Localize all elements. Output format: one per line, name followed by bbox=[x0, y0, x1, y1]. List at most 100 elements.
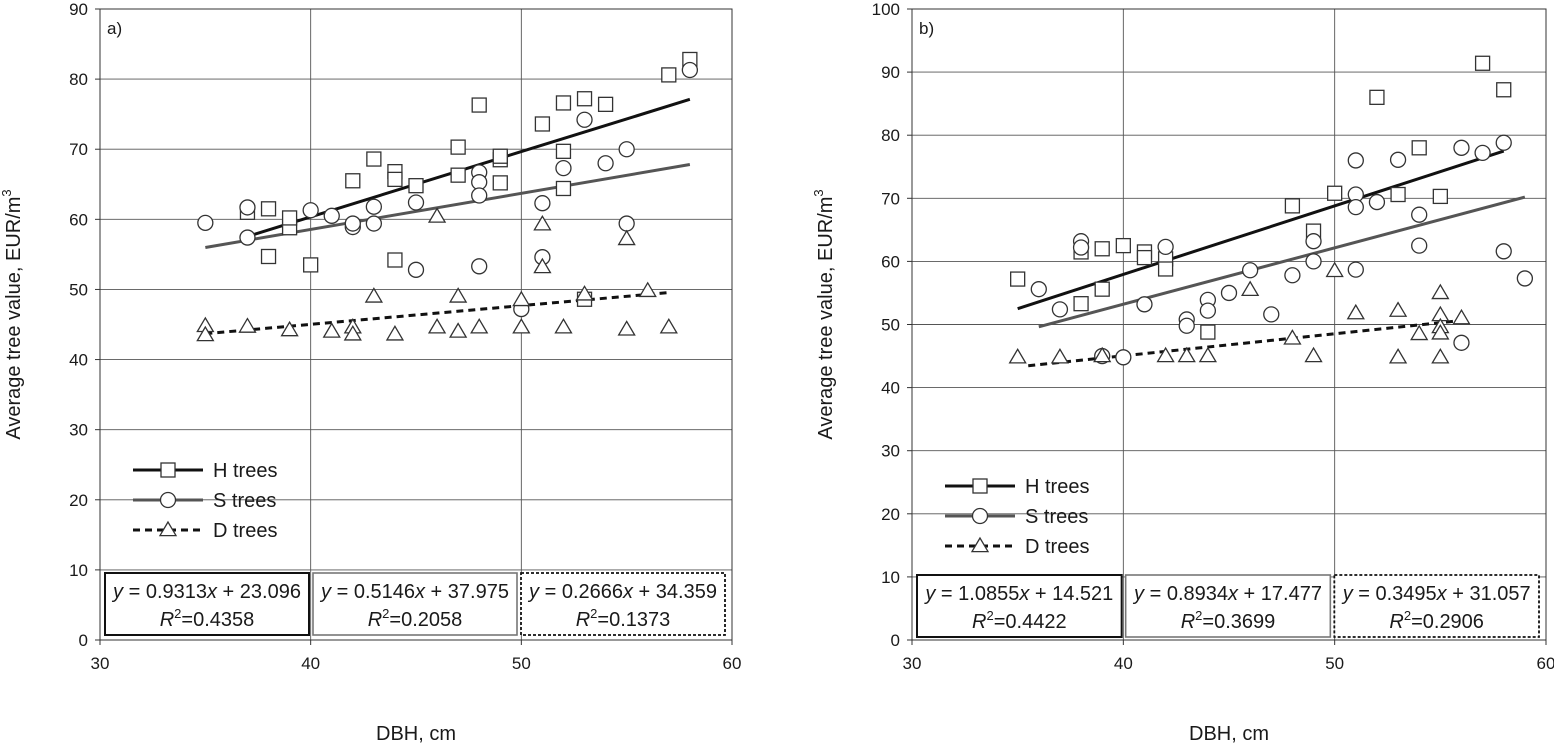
r2-value: =0.2906 bbox=[1411, 611, 1484, 633]
equation-box bbox=[1124, 574, 1332, 638]
data-point-d bbox=[1452, 308, 1471, 325]
equation-text: y = 1.0855x + 14.521 bbox=[923, 583, 1113, 605]
trend-line-h bbox=[1017, 149, 1505, 311]
data-point-s bbox=[1453, 334, 1470, 351]
eq-x: x bbox=[1436, 583, 1448, 605]
equation-text: y = 0.5146x + 37.975 bbox=[319, 581, 509, 603]
y-tick-label: 0 bbox=[891, 631, 900, 650]
r2-sup: 2 bbox=[1404, 608, 1411, 623]
eq-slope: = 0.8934 bbox=[1144, 583, 1228, 605]
eq-y: y bbox=[1341, 583, 1354, 605]
data-point-d bbox=[1177, 346, 1196, 363]
data-point-d bbox=[1346, 303, 1365, 320]
data-point-h bbox=[576, 91, 593, 107]
x-tick-label: 50 bbox=[1325, 654, 1344, 673]
x-tick-label: 40 bbox=[301, 654, 320, 673]
y-axis-title: Average tree value, EUR/m3 bbox=[0, 189, 25, 439]
data-point-s bbox=[1305, 253, 1322, 270]
x-tick-label: 50 bbox=[512, 654, 531, 673]
legend-marker bbox=[972, 478, 988, 494]
eq-x: x bbox=[414, 581, 426, 603]
data-point-s bbox=[1305, 233, 1322, 250]
r2-value: =0.3699 bbox=[1202, 611, 1275, 633]
r2-r: R bbox=[160, 609, 174, 631]
data-point-d bbox=[1093, 346, 1112, 363]
chart-panel-b: 0 10 20 30 40 50 60 70 80 90 100 30 40 50 60 DBH, cm Ave… bbox=[811, 0, 1554, 743]
data-point-d bbox=[659, 318, 678, 334]
y-tick-label: 30 bbox=[69, 421, 88, 440]
data-point-s bbox=[1178, 317, 1195, 334]
r2-r: R bbox=[1181, 611, 1195, 633]
y-tick-label: 40 bbox=[881, 379, 900, 398]
x-tick-label: 30 bbox=[903, 654, 922, 673]
data-point-s bbox=[1263, 306, 1280, 323]
data-point-s bbox=[1368, 193, 1386, 211]
data-point-d bbox=[448, 322, 468, 338]
data-point-s bbox=[344, 215, 361, 232]
equation-box bbox=[312, 572, 518, 636]
panel-label: b) bbox=[919, 19, 934, 38]
data-point-h bbox=[387, 171, 403, 188]
data-point-s bbox=[239, 229, 256, 246]
data-point-d bbox=[196, 325, 215, 342]
y-tick-label: 70 bbox=[881, 189, 900, 208]
y-tick-label: 80 bbox=[69, 70, 88, 89]
data-point-h bbox=[1327, 185, 1343, 201]
data-point-h bbox=[1390, 186, 1406, 203]
data-point-s bbox=[407, 261, 425, 278]
data-point-s bbox=[197, 214, 214, 231]
data-point-s bbox=[1411, 237, 1428, 254]
eq-intercept: + 14.521 bbox=[1029, 583, 1113, 605]
data-point-s bbox=[618, 215, 635, 232]
plot-frame bbox=[99, 8, 733, 641]
data-point-d bbox=[1008, 348, 1027, 364]
equation-box bbox=[916, 574, 1123, 638]
data-point-h bbox=[1411, 140, 1427, 156]
r2-value: =0.2058 bbox=[389, 609, 462, 631]
data-point-d bbox=[238, 317, 257, 333]
eq-intercept: + 23.096 bbox=[217, 581, 301, 603]
data-point-d bbox=[1410, 324, 1429, 341]
legend-marker bbox=[160, 462, 176, 478]
data-point-h bbox=[555, 180, 572, 197]
data-point-d bbox=[575, 285, 594, 301]
eq-x: x bbox=[206, 581, 218, 603]
x-tick-label: 60 bbox=[723, 654, 742, 673]
y-tick-label: 100 bbox=[872, 0, 900, 19]
r2-r: R bbox=[972, 611, 986, 633]
r2-value: =0.4422 bbox=[994, 611, 1067, 633]
data-point-s bbox=[681, 61, 699, 79]
data-point-d bbox=[617, 229, 636, 246]
y-tick-label: 80 bbox=[881, 126, 900, 145]
data-point-s bbox=[1199, 302, 1217, 319]
legend-label: D trees bbox=[213, 520, 277, 542]
data-point-s bbox=[1453, 139, 1470, 156]
data-point-d bbox=[1304, 346, 1323, 363]
y-tick-label: 10 bbox=[881, 568, 900, 587]
data-point-d bbox=[1050, 348, 1070, 364]
data-point-h bbox=[1010, 271, 1026, 287]
equation-box bbox=[520, 572, 726, 636]
trend-line-s bbox=[205, 163, 691, 249]
data-point-s bbox=[555, 160, 572, 177]
eq-slope: = 0.3495 bbox=[1353, 583, 1437, 605]
data-point-s bbox=[1347, 198, 1364, 216]
data-point-s bbox=[1495, 134, 1512, 151]
data-point-s bbox=[576, 111, 593, 128]
trend-line-s bbox=[1038, 195, 1526, 329]
data-point-d bbox=[1388, 348, 1408, 364]
data-point-s bbox=[302, 202, 319, 219]
x-tick-label: 60 bbox=[1537, 654, 1554, 673]
data-point-h bbox=[408, 178, 424, 194]
data-point-s bbox=[1495, 243, 1512, 260]
data-point-h bbox=[597, 96, 614, 113]
data-point-s bbox=[1220, 284, 1238, 302]
data-point-h bbox=[260, 201, 277, 217]
data-point-h bbox=[1369, 89, 1385, 105]
y-axis-title: Average tree value, EUR/m3 bbox=[811, 189, 837, 439]
data-point-h bbox=[1136, 249, 1153, 266]
x-tick-label: 40 bbox=[1114, 654, 1133, 673]
data-point-h bbox=[450, 139, 466, 155]
eq-slope: = 1.0855 bbox=[935, 583, 1019, 605]
data-point-d bbox=[1240, 280, 1260, 297]
